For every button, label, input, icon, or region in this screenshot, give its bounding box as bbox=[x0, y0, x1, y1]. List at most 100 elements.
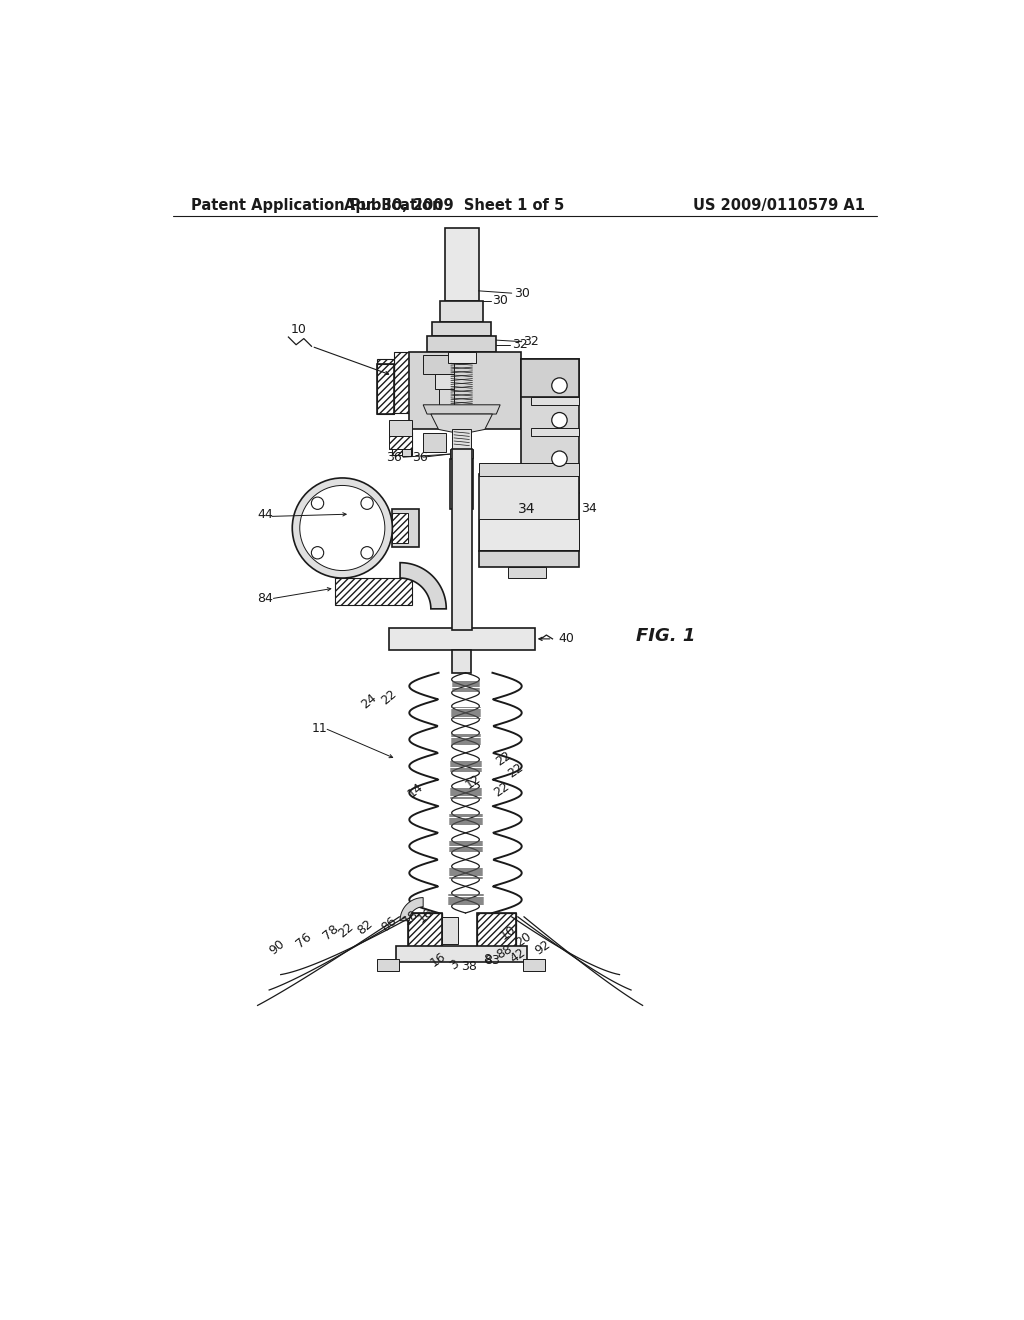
Text: 84: 84 bbox=[258, 593, 273, 606]
Bar bbox=[451, 459, 473, 508]
Text: 10: 10 bbox=[291, 323, 306, 335]
Bar bbox=[521, 359, 579, 494]
Bar bbox=[531, 428, 579, 436]
Text: 92: 92 bbox=[532, 937, 553, 957]
Text: 32: 32 bbox=[512, 338, 527, 351]
Circle shape bbox=[311, 498, 324, 510]
Text: 34: 34 bbox=[518, 502, 536, 516]
Text: 24: 24 bbox=[359, 692, 380, 711]
Bar bbox=[508, 566, 547, 578]
Text: 11: 11 bbox=[311, 722, 328, 735]
Circle shape bbox=[311, 546, 324, 558]
Circle shape bbox=[300, 486, 385, 570]
Text: 82: 82 bbox=[355, 917, 376, 937]
Bar bbox=[531, 397, 579, 405]
Text: 32: 32 bbox=[523, 335, 539, 348]
Bar bbox=[521, 494, 579, 540]
Text: FIG. 1: FIG. 1 bbox=[636, 627, 695, 644]
Text: 12: 12 bbox=[463, 772, 483, 792]
Bar bbox=[478, 552, 579, 566]
Text: 88: 88 bbox=[494, 942, 514, 961]
Text: 90: 90 bbox=[266, 937, 287, 958]
Text: 8: 8 bbox=[483, 953, 492, 966]
Text: 22: 22 bbox=[494, 750, 514, 768]
Text: 36: 36 bbox=[412, 450, 427, 463]
Bar bbox=[408, 913, 442, 948]
Text: 38: 38 bbox=[462, 961, 477, 973]
Bar bbox=[377, 960, 398, 970]
Bar bbox=[432, 322, 490, 337]
Bar bbox=[521, 359, 579, 397]
Polygon shape bbox=[400, 562, 446, 609]
Bar bbox=[427, 337, 497, 351]
Bar bbox=[377, 364, 394, 414]
Circle shape bbox=[292, 478, 392, 578]
Bar bbox=[447, 351, 475, 363]
Bar bbox=[423, 355, 454, 374]
Bar bbox=[396, 946, 527, 961]
Bar bbox=[478, 474, 579, 552]
Text: 14: 14 bbox=[406, 780, 426, 800]
Bar bbox=[388, 420, 412, 436]
Polygon shape bbox=[400, 898, 423, 921]
Circle shape bbox=[552, 412, 567, 428]
Bar bbox=[478, 462, 579, 477]
Polygon shape bbox=[392, 512, 408, 544]
Bar bbox=[477, 913, 515, 948]
Bar bbox=[442, 917, 458, 944]
Text: 16: 16 bbox=[416, 906, 435, 925]
Text: 34: 34 bbox=[581, 502, 596, 515]
Bar bbox=[408, 913, 442, 948]
Text: 42: 42 bbox=[508, 945, 528, 965]
Bar bbox=[453, 649, 471, 673]
Text: 22: 22 bbox=[492, 780, 512, 800]
Bar bbox=[401, 447, 411, 457]
Bar bbox=[451, 449, 473, 458]
Bar bbox=[440, 301, 483, 322]
Bar bbox=[453, 429, 471, 449]
Text: Patent Application Publication: Patent Application Publication bbox=[190, 198, 442, 214]
Bar bbox=[523, 960, 545, 970]
Bar bbox=[392, 432, 412, 455]
Bar bbox=[435, 374, 454, 389]
Text: 30: 30 bbox=[514, 286, 529, 300]
Polygon shape bbox=[423, 405, 500, 414]
Bar bbox=[438, 389, 454, 413]
Polygon shape bbox=[431, 414, 493, 434]
Text: 78: 78 bbox=[321, 923, 341, 942]
Bar bbox=[423, 433, 446, 451]
Polygon shape bbox=[394, 352, 410, 412]
Text: 83: 83 bbox=[484, 954, 501, 968]
Polygon shape bbox=[377, 359, 394, 389]
Text: 20: 20 bbox=[513, 931, 534, 950]
Text: 30: 30 bbox=[493, 294, 508, 308]
Bar bbox=[392, 508, 419, 548]
Bar bbox=[388, 628, 535, 649]
Text: 18: 18 bbox=[399, 907, 420, 927]
Circle shape bbox=[360, 546, 373, 558]
Circle shape bbox=[552, 451, 567, 466]
Text: 3: 3 bbox=[447, 958, 461, 973]
Circle shape bbox=[552, 378, 567, 393]
Text: 16: 16 bbox=[428, 949, 449, 969]
Bar bbox=[388, 436, 412, 450]
Text: US 2009/0110579 A1: US 2009/0110579 A1 bbox=[692, 198, 864, 214]
Text: Apr. 30, 2009  Sheet 1 of 5: Apr. 30, 2009 Sheet 1 of 5 bbox=[344, 198, 564, 214]
Bar bbox=[410, 351, 521, 429]
Bar bbox=[478, 519, 579, 549]
Text: 40: 40 bbox=[558, 632, 573, 645]
Text: 10: 10 bbox=[498, 923, 518, 942]
Text: 22: 22 bbox=[336, 920, 356, 940]
Text: 22: 22 bbox=[506, 760, 525, 780]
Text: 44: 44 bbox=[258, 508, 273, 520]
Circle shape bbox=[360, 498, 373, 510]
Bar bbox=[335, 578, 412, 605]
Text: 22: 22 bbox=[378, 688, 398, 708]
Text: 36: 36 bbox=[386, 450, 401, 463]
Bar bbox=[452, 449, 472, 630]
Text: 76: 76 bbox=[294, 929, 314, 950]
Bar bbox=[377, 364, 394, 414]
Text: 86: 86 bbox=[378, 915, 398, 935]
Bar bbox=[444, 227, 478, 301]
Bar bbox=[477, 913, 515, 948]
